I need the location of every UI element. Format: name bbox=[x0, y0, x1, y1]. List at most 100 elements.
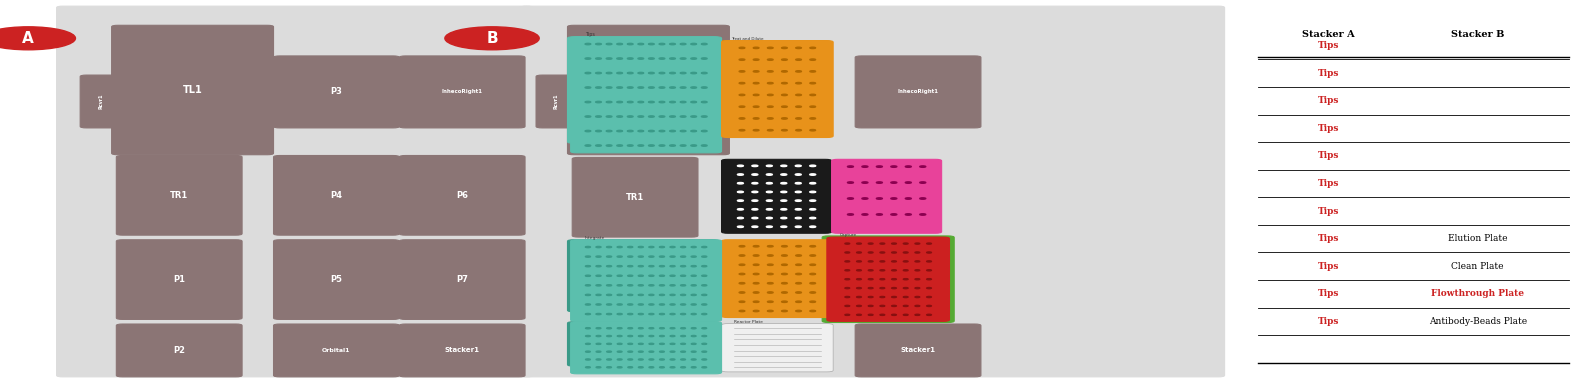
Circle shape bbox=[795, 165, 802, 167]
Circle shape bbox=[877, 198, 882, 199]
Circle shape bbox=[690, 58, 696, 59]
Circle shape bbox=[585, 87, 591, 88]
Circle shape bbox=[795, 217, 802, 219]
FancyBboxPatch shape bbox=[116, 155, 242, 235]
Circle shape bbox=[846, 279, 850, 280]
FancyBboxPatch shape bbox=[571, 240, 722, 321]
Circle shape bbox=[649, 43, 654, 45]
Circle shape bbox=[627, 313, 634, 315]
Text: Flowthrough Plate: Flowthrough Plate bbox=[1431, 289, 1525, 298]
Circle shape bbox=[649, 294, 654, 296]
Circle shape bbox=[627, 359, 632, 360]
Circle shape bbox=[915, 252, 920, 253]
Circle shape bbox=[627, 275, 634, 277]
Circle shape bbox=[649, 359, 654, 360]
Circle shape bbox=[795, 209, 802, 210]
Text: Treat and Dilute: Treat and Dilute bbox=[731, 37, 764, 41]
Circle shape bbox=[638, 313, 643, 315]
FancyBboxPatch shape bbox=[399, 56, 525, 128]
Circle shape bbox=[649, 265, 654, 267]
Circle shape bbox=[861, 166, 868, 167]
Circle shape bbox=[857, 252, 861, 253]
Circle shape bbox=[586, 343, 591, 344]
Circle shape bbox=[670, 294, 674, 296]
Circle shape bbox=[660, 359, 665, 360]
Circle shape bbox=[701, 275, 707, 277]
Circle shape bbox=[868, 305, 872, 306]
Circle shape bbox=[781, 310, 788, 312]
Circle shape bbox=[690, 145, 696, 146]
Circle shape bbox=[905, 198, 912, 199]
Circle shape bbox=[846, 252, 850, 253]
Circle shape bbox=[585, 256, 591, 257]
Circle shape bbox=[585, 130, 591, 132]
Circle shape bbox=[795, 200, 802, 201]
FancyBboxPatch shape bbox=[520, 6, 1225, 377]
Circle shape bbox=[891, 314, 896, 316]
Circle shape bbox=[692, 367, 696, 368]
Circle shape bbox=[927, 305, 932, 306]
Circle shape bbox=[607, 101, 612, 103]
Circle shape bbox=[701, 101, 707, 103]
Circle shape bbox=[795, 283, 802, 284]
Circle shape bbox=[681, 43, 685, 45]
Circle shape bbox=[810, 94, 816, 96]
Circle shape bbox=[767, 217, 772, 219]
Circle shape bbox=[681, 313, 685, 315]
Circle shape bbox=[904, 252, 909, 253]
Circle shape bbox=[618, 359, 623, 360]
Circle shape bbox=[638, 116, 643, 117]
Circle shape bbox=[596, 246, 601, 248]
Circle shape bbox=[607, 294, 612, 296]
Text: InhecoRight1: InhecoRight1 bbox=[898, 89, 938, 95]
Circle shape bbox=[701, 130, 707, 132]
Circle shape bbox=[627, 367, 632, 368]
FancyBboxPatch shape bbox=[536, 75, 577, 128]
Circle shape bbox=[607, 116, 612, 117]
Circle shape bbox=[767, 200, 772, 201]
FancyBboxPatch shape bbox=[80, 75, 121, 128]
Circle shape bbox=[670, 367, 674, 368]
Circle shape bbox=[880, 314, 885, 316]
Circle shape bbox=[868, 243, 872, 244]
Circle shape bbox=[857, 305, 861, 306]
Circle shape bbox=[585, 304, 591, 305]
Circle shape bbox=[627, 351, 632, 352]
Circle shape bbox=[810, 174, 816, 175]
Circle shape bbox=[649, 367, 654, 368]
Text: Tips: Tips bbox=[1317, 151, 1339, 160]
Circle shape bbox=[737, 191, 744, 193]
Circle shape bbox=[781, 129, 788, 131]
Circle shape bbox=[781, 59, 788, 61]
Circle shape bbox=[810, 47, 816, 49]
Circle shape bbox=[649, 343, 654, 344]
Circle shape bbox=[638, 359, 643, 360]
Circle shape bbox=[868, 314, 872, 316]
Circle shape bbox=[616, 72, 623, 74]
Circle shape bbox=[649, 256, 654, 257]
Circle shape bbox=[857, 314, 861, 316]
Circle shape bbox=[846, 288, 850, 289]
Circle shape bbox=[607, 275, 612, 277]
Circle shape bbox=[627, 43, 634, 45]
Circle shape bbox=[681, 265, 685, 267]
Circle shape bbox=[692, 256, 696, 257]
Circle shape bbox=[616, 58, 623, 59]
Circle shape bbox=[739, 283, 745, 284]
Circle shape bbox=[767, 71, 773, 72]
Circle shape bbox=[607, 43, 612, 45]
Circle shape bbox=[795, 129, 802, 131]
Text: Tips: Tips bbox=[1317, 96, 1339, 105]
Circle shape bbox=[781, 118, 788, 119]
Circle shape bbox=[638, 145, 643, 146]
Circle shape bbox=[618, 327, 623, 329]
Circle shape bbox=[681, 304, 685, 305]
Circle shape bbox=[737, 165, 744, 167]
Circle shape bbox=[670, 130, 676, 132]
Circle shape bbox=[681, 343, 685, 344]
Circle shape bbox=[670, 43, 676, 45]
FancyBboxPatch shape bbox=[827, 237, 949, 321]
Circle shape bbox=[690, 43, 696, 45]
Circle shape bbox=[660, 367, 665, 368]
Circle shape bbox=[627, 101, 634, 103]
